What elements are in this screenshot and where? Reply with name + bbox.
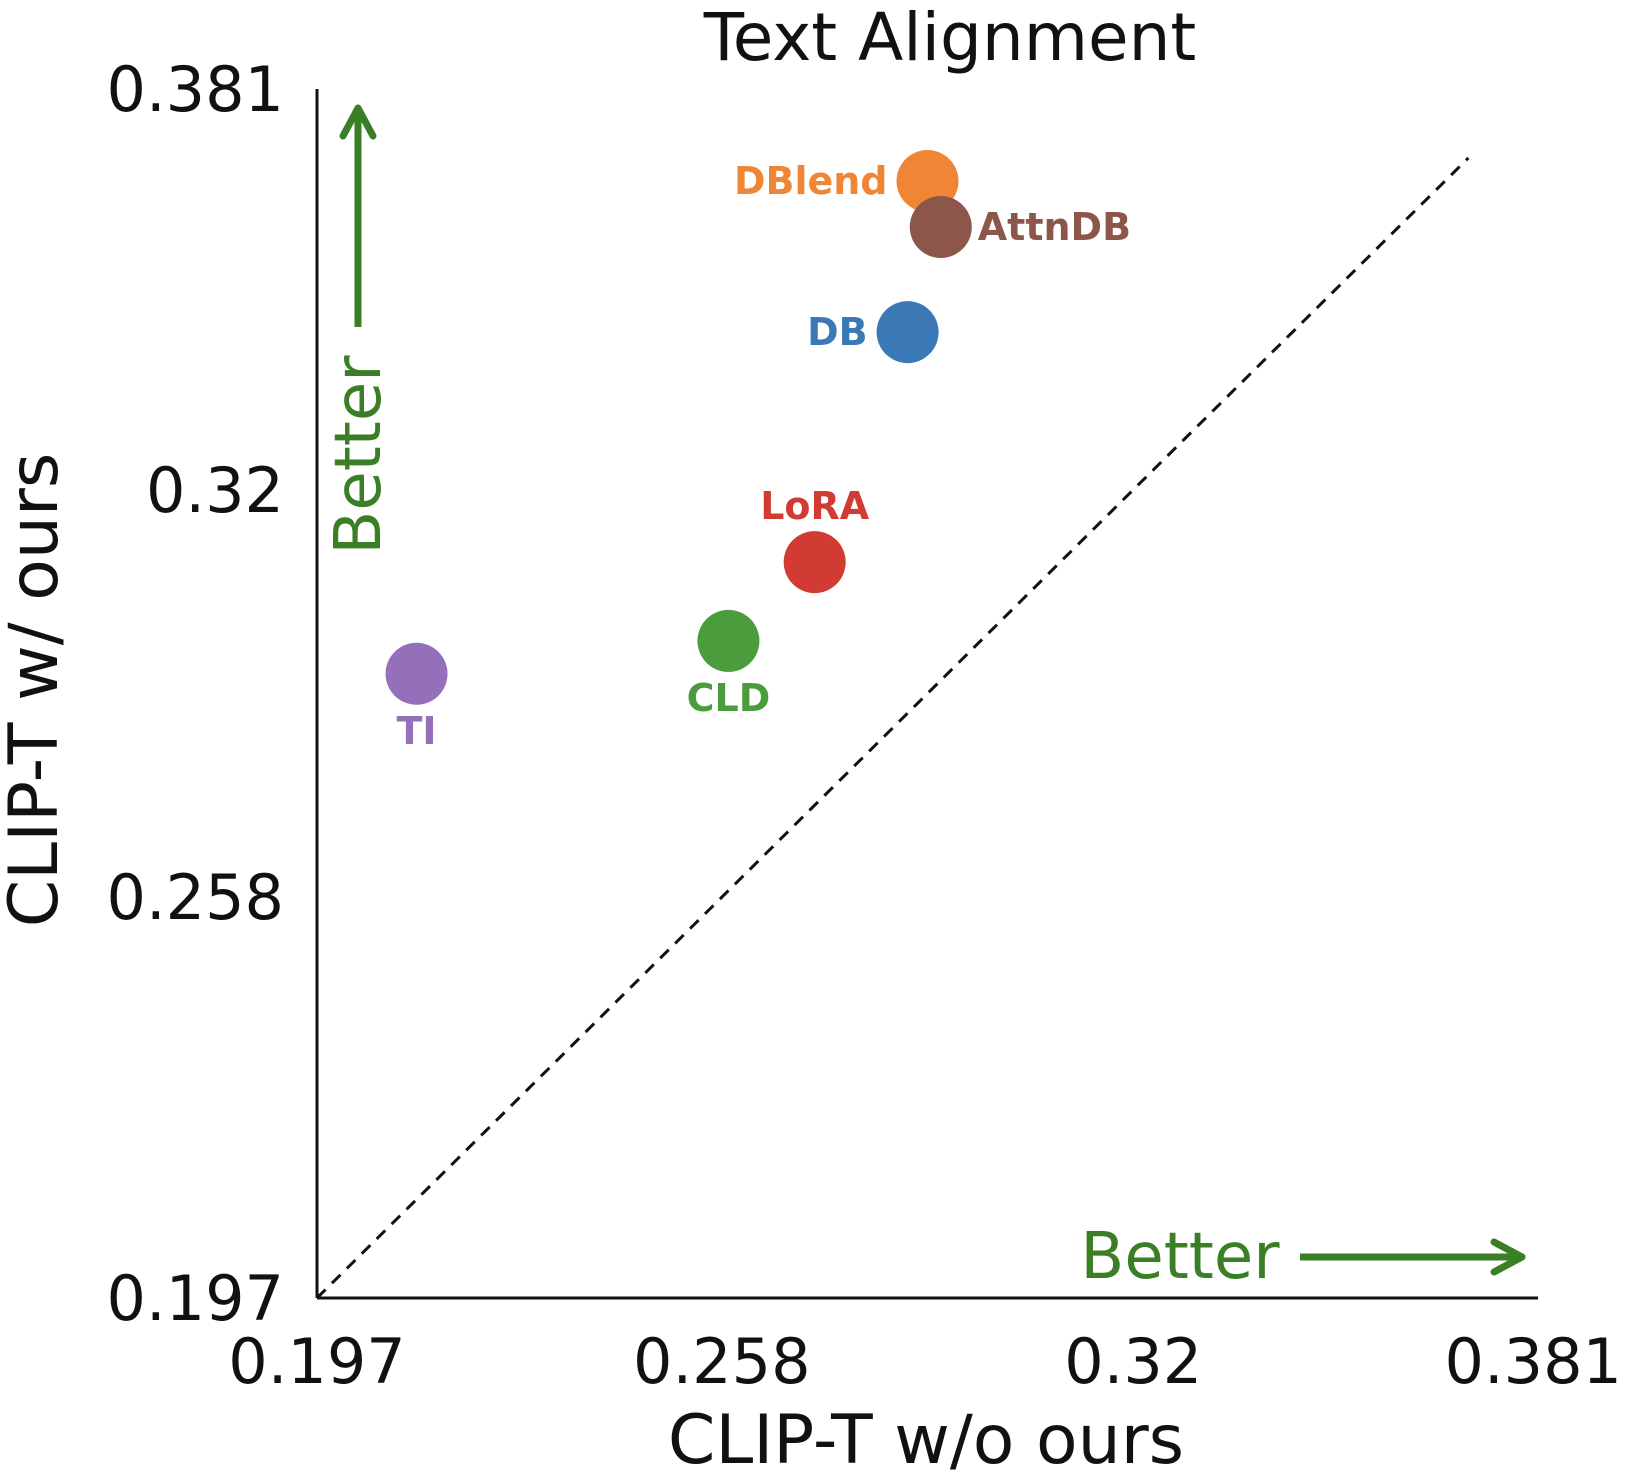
better-right-annotation: Better: [1080, 1220, 1526, 1294]
y-tick-label: 0.32: [146, 454, 284, 527]
x-tick-label: 0.32: [1064, 1325, 1202, 1398]
x-tick-label: 0.197: [228, 1325, 406, 1398]
point-label-ti: TI: [397, 709, 437, 753]
point-label-attndb: AttnDB: [978, 205, 1131, 249]
x-tick-labels: 0.197 0.258 0.32 0.381: [228, 1325, 1622, 1398]
x-axis-label: CLIP-T w/o ours: [668, 1401, 1184, 1476]
y-tick-labels: 0.197 0.258 0.32 0.381: [107, 53, 285, 1335]
y-tick-label: 0.381: [107, 53, 285, 126]
y-tick-label: 0.197: [107, 1262, 285, 1335]
y-tick-label: 0.258: [107, 861, 285, 934]
better-right-arrowhead: [1490, 1238, 1526, 1276]
better-right-label: Better: [1080, 1220, 1280, 1294]
point-label-cld: CLD: [687, 676, 771, 720]
chart-title: Text Alignment: [703, 0, 1197, 76]
point-db: [876, 301, 939, 364]
point-label-lora: LoRA: [760, 484, 870, 528]
identity-reference-line: [315, 156, 1470, 1300]
better-up-arrowhead: [339, 104, 377, 140]
better-up-label: Better: [322, 355, 396, 555]
point-cld: [697, 609, 760, 672]
y-axis-label: CLIP-T w/ ours: [0, 453, 74, 928]
point-label-db: DB: [807, 310, 868, 354]
point-ti: [385, 642, 448, 705]
x-tick-label: 0.381: [1445, 1325, 1623, 1398]
better-up-annotation: Better: [322, 104, 396, 555]
data-points: DBlend AttnDB DB LoRA CLD TI: [385, 149, 1131, 753]
point-attndb: [909, 195, 972, 258]
point-lora: [783, 531, 846, 594]
x-tick-label: 0.258: [633, 1325, 811, 1398]
point-label-dblend: DBlend: [734, 159, 888, 203]
